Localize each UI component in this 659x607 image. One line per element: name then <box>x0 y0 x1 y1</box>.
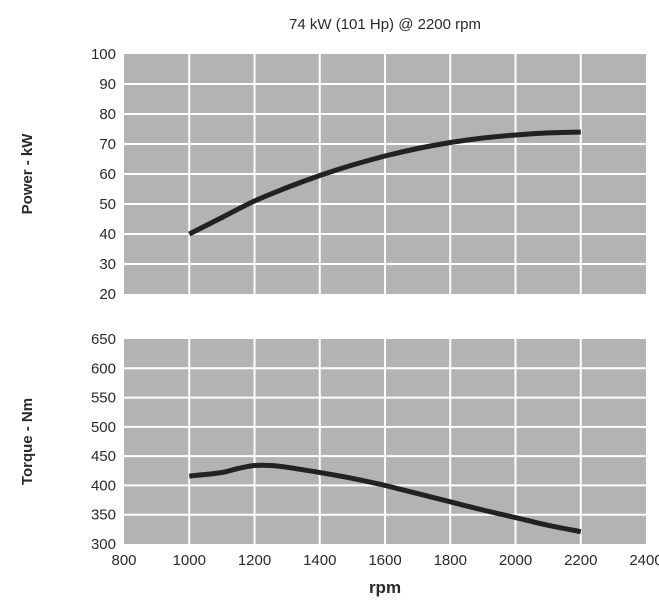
x-tick-label: 2200 <box>564 552 597 569</box>
y-tick-label: 30 <box>99 256 116 273</box>
torque-curve <box>189 462 582 535</box>
x-tick-label: 2400 <box>629 552 659 569</box>
x-tick-label: 1400 <box>303 552 336 569</box>
y-tick-label: 80 <box>99 106 116 123</box>
x-axis-label: rpm <box>369 578 401 597</box>
y-tick-label: 60 <box>99 166 116 183</box>
y-tick-label: 350 <box>91 507 116 524</box>
x-tick-label: 1200 <box>238 552 271 569</box>
y-tick-label: 650 <box>91 331 116 348</box>
torque-chart: 300 350 400 450 500 550 600 650 800 1000 1200 1400… <box>19 331 659 597</box>
x-tick-label: 1600 <box>368 552 401 569</box>
torque-y-tick-labels: 300 350 400 450 500 550 600 650 <box>91 331 116 553</box>
x-tick-label: 800 <box>111 552 136 569</box>
torque-x-tick-labels: 800 1000 1200 1400 1600 1800 2000 2200 2400 <box>111 552 659 569</box>
chart-title: 74 kW (101 Hp) @ 2200 rpm <box>289 16 481 33</box>
y-tick-label: 20 <box>99 286 116 303</box>
y-tick-label: 100 <box>91 46 116 63</box>
y-tick-label: 70 <box>99 136 116 153</box>
y-tick-label: 500 <box>91 419 116 436</box>
x-tick-label: 2000 <box>499 552 532 569</box>
power-y-axis-label: Power - kW <box>19 133 36 215</box>
y-tick-label: 600 <box>91 360 116 377</box>
y-tick-label: 40 <box>99 226 116 243</box>
power-chart: 20 30 40 50 60 70 80 90 100 Power - kW <box>19 46 646 303</box>
y-tick-label: 450 <box>91 448 116 465</box>
y-tick-label: 550 <box>91 390 116 407</box>
power-y-tick-labels: 20 30 40 50 60 70 80 90 100 <box>91 46 116 303</box>
x-tick-label: 1800 <box>434 552 467 569</box>
y-tick-label: 400 <box>91 477 116 494</box>
torque-y-axis-label: Torque - Nm <box>19 398 36 485</box>
power-curve <box>188 129 581 237</box>
y-tick-label: 50 <box>99 196 116 213</box>
y-tick-label: 90 <box>99 76 116 93</box>
x-tick-label: 1000 <box>173 552 206 569</box>
y-tick-label: 300 <box>91 536 116 553</box>
